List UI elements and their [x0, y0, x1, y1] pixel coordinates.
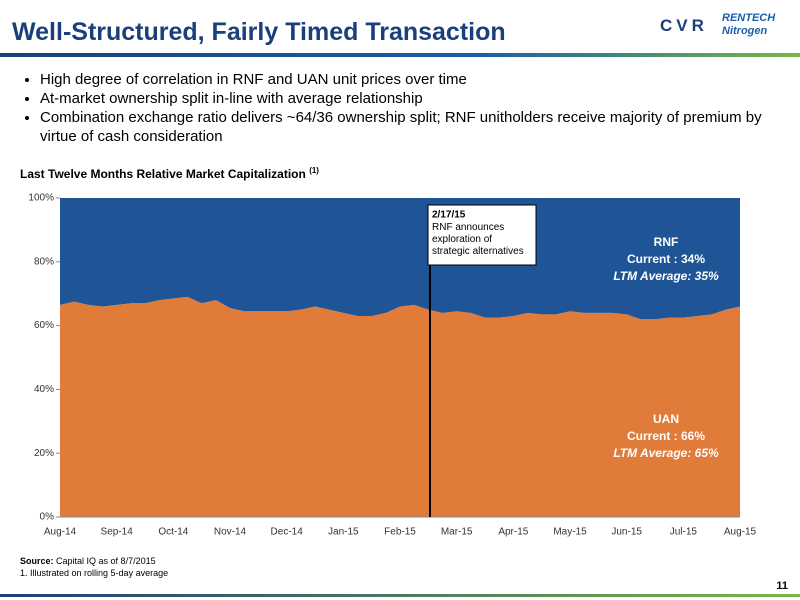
series-label: UAN: [653, 412, 679, 426]
y-tick-label: 80%: [34, 256, 54, 267]
note: 1. Illustrated on rolling 5-day average: [20, 568, 169, 578]
source: Source: Capital IQ as of 8/7/2015: [20, 555, 168, 567]
y-tick-label: 0%: [40, 512, 55, 523]
y-tick-label: 60%: [34, 320, 54, 331]
x-tick-label: Mar-15: [441, 527, 473, 538]
source-text: Capital IQ as of 8/7/2015: [56, 556, 156, 566]
x-tick-label: Jun-15: [611, 527, 642, 538]
footnotes: Source: Capital IQ as of 8/7/2015 1. Ill…: [20, 555, 168, 579]
annotation-box: [427, 204, 537, 266]
slide-title: Well-Structured, Fairly Timed Transactio…: [12, 18, 506, 46]
bullet-list: High degree of correlation in RNF and UA…: [0, 70, 785, 146]
y-tick-label: 40%: [34, 384, 54, 395]
x-tick-label: Nov-14: [214, 527, 247, 538]
x-tick-label: Aug-15: [724, 527, 757, 538]
y-tick-label: 20%: [34, 448, 54, 459]
annotation-text: RNF announces exploration of strategic alt…: [432, 222, 524, 257]
series-label: RNF: [654, 235, 679, 249]
bottom-rule: [0, 594, 800, 597]
logo-cvr: CVR: [660, 16, 708, 35]
x-tick-label: Aug-14: [44, 527, 77, 538]
chart-title-wrap: Last Twelve Months Relative Market Capit…: [20, 166, 319, 181]
x-tick-label: Sep-14: [101, 527, 134, 538]
title-rule: [0, 53, 800, 57]
annotation-date: 2/17/15: [432, 210, 466, 221]
series-label: Current : 34%: [627, 252, 705, 266]
area: [60, 296, 740, 517]
x-tick-label: Dec-14: [271, 527, 304, 538]
x-tick-label: Oct-14: [158, 527, 188, 538]
x-tick-label: Jan-15: [328, 527, 359, 538]
x-tick-label: Feb-15: [384, 527, 416, 538]
bullet: Combination exchange ratio delivers ~64/…: [40, 108, 785, 146]
y-tick-label: 100%: [28, 193, 54, 204]
series-label: LTM Average: 35%: [613, 269, 719, 283]
x-tick-label: Apr-15: [498, 527, 528, 538]
source-label: Source:: [20, 556, 54, 566]
area: [60, 198, 740, 320]
bullet: At-market ownership split in-line with a…: [40, 89, 785, 108]
logo-rentech: RENTECH Nitrogen: [722, 12, 776, 37]
page-number: 11: [776, 580, 788, 592]
chart-title: Last Twelve Months Relative Market Capit…: [20, 167, 306, 181]
series-label: Current : 66%: [627, 429, 705, 443]
x-tick-label: Jul-15: [670, 527, 698, 538]
bullet: High degree of correlation in RNF and UA…: [40, 70, 785, 89]
series-label: LTM Average: 65%: [613, 446, 719, 460]
chart-title-note: (1): [309, 166, 319, 175]
x-tick-label: May-15: [553, 527, 587, 538]
